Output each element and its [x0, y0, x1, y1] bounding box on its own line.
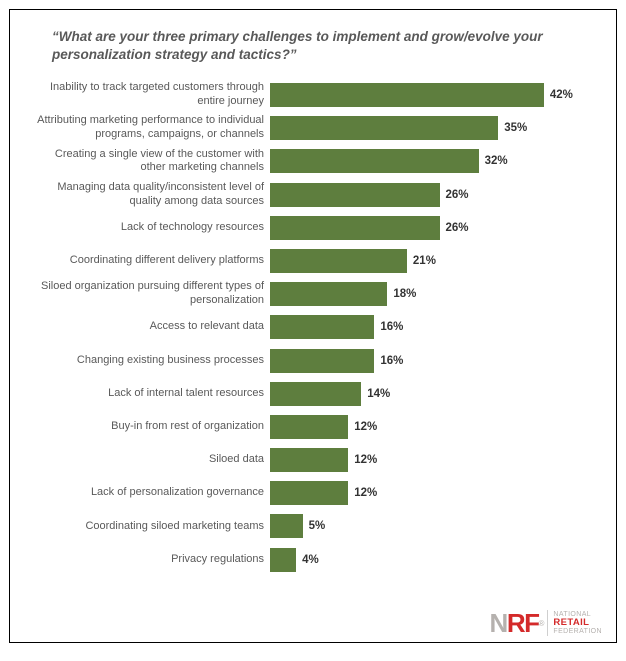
bar-value: 21% — [407, 255, 436, 267]
bar-value: 4% — [296, 554, 319, 566]
bar-value: 18% — [387, 288, 416, 300]
bar-label: Coordinating different delivery platform… — [30, 254, 270, 268]
bar-area: 14% — [270, 382, 596, 406]
bar-area: 32% — [270, 149, 596, 173]
bar-area: 16% — [270, 315, 596, 339]
logo-letter-n: N — [490, 608, 507, 638]
chart-row: Siloed organization pursuing different t… — [30, 278, 596, 311]
bar-area: 26% — [270, 216, 596, 240]
bar-value: 16% — [374, 355, 403, 367]
bar-value: 35% — [498, 122, 527, 134]
chart-row: Buy-in from rest of organization 12% — [30, 410, 596, 443]
bar-area: 26% — [270, 183, 596, 207]
bar-area: 5% — [270, 514, 596, 538]
bar-label: Managing data quality/inconsistent level… — [30, 181, 270, 209]
bar-label: Siloed data — [30, 453, 270, 467]
bar-label: Privacy regulations — [30, 553, 270, 567]
bar-value: 42% — [544, 89, 573, 101]
bar-label: Buy-in from rest of organization — [30, 420, 270, 434]
chart-row: Managing data quality/inconsistent level… — [30, 178, 596, 211]
bar — [270, 83, 544, 107]
chart-row: Inability to track targeted customers th… — [30, 78, 596, 111]
bar — [270, 216, 440, 240]
chart-frame: “What are your three primary challenges … — [9, 9, 617, 643]
nrf-logo-mark: NRF — [490, 610, 539, 636]
chart-row: Coordinating different delivery platform… — [30, 244, 596, 277]
registered-mark: ® — [538, 619, 544, 628]
bar-value: 16% — [374, 321, 403, 333]
bar-label: Inability to track targeted customers th… — [30, 81, 270, 109]
bar — [270, 548, 296, 572]
chart-row: Privacy regulations 4% — [30, 543, 596, 576]
bar-area: 4% — [270, 548, 596, 572]
bar-area: 18% — [270, 282, 596, 306]
bar-value: 12% — [348, 487, 377, 499]
bar-label: Siloed organization pursuing different t… — [30, 280, 270, 308]
bar — [270, 116, 498, 140]
logo-separator — [547, 610, 548, 636]
bar-label: Lack of technology resources — [30, 221, 270, 235]
chart-row: Changing existing business processes 16% — [30, 344, 596, 377]
bar-area: 12% — [270, 415, 596, 439]
bar — [270, 149, 479, 173]
bar-value: 26% — [440, 222, 469, 234]
bar-label: Lack of personalization governance — [30, 486, 270, 500]
bar-label: Coordinating siloed marketing teams — [30, 520, 270, 534]
bar-value: 32% — [479, 155, 508, 167]
bar-label: Changing existing business processes — [30, 354, 270, 368]
bar-area: 21% — [270, 249, 596, 273]
bar — [270, 349, 374, 373]
chart-row: Lack of technology resources 26% — [30, 211, 596, 244]
bar-value: 14% — [361, 388, 390, 400]
bar — [270, 415, 348, 439]
chart-row: Siloed data 12% — [30, 444, 596, 477]
bar-area: 16% — [270, 349, 596, 373]
chart-row: Attributing marketing performance to ind… — [30, 112, 596, 145]
bar — [270, 514, 303, 538]
bar — [270, 249, 407, 273]
logo-letter-r: R — [507, 608, 524, 638]
bar-area: 12% — [270, 481, 596, 505]
bar-area: 12% — [270, 448, 596, 472]
bar-area: 35% — [270, 116, 596, 140]
bar-value: 12% — [348, 421, 377, 433]
bar — [270, 382, 361, 406]
nrf-logo-text: NATIONAL RETAIL FEDERATION — [553, 611, 602, 635]
bar-value: 5% — [303, 520, 326, 532]
bar — [270, 315, 374, 339]
bar-label: Access to relevant data — [30, 320, 270, 334]
nrf-logo: NRF ® NATIONAL RETAIL FEDERATION — [490, 610, 602, 636]
chart-row: Coordinating siloed marketing teams 5% — [30, 510, 596, 543]
bar — [270, 481, 348, 505]
bar-label: Attributing marketing performance to ind… — [30, 114, 270, 142]
bar-value: 12% — [348, 454, 377, 466]
bar — [270, 448, 348, 472]
logo-line-federation: FEDERATION — [553, 628, 602, 635]
chart-row: Lack of personalization governance 12% — [30, 477, 596, 510]
bar — [270, 282, 387, 306]
bar-label: Creating a single view of the customer w… — [30, 148, 270, 176]
chart-row: Lack of internal talent resources 14% — [30, 377, 596, 410]
chart-row: Creating a single view of the customer w… — [30, 145, 596, 178]
bar-chart: Inability to track targeted customers th… — [30, 78, 596, 576]
chart-title: “What are your three primary challenges … — [30, 28, 596, 78]
logo-letter-f: F — [524, 608, 538, 638]
bar — [270, 183, 440, 207]
logo-line-retail: RETAIL — [553, 618, 602, 628]
chart-row: Access to relevant data 16% — [30, 311, 596, 344]
bar-label: Lack of internal talent resources — [30, 387, 270, 401]
bar-area: 42% — [270, 83, 596, 107]
bar-value: 26% — [440, 189, 469, 201]
